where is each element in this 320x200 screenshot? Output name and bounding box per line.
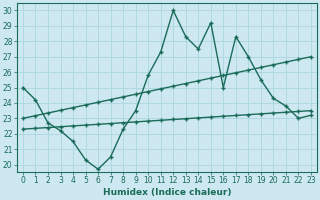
X-axis label: Humidex (Indice chaleur): Humidex (Indice chaleur): [103, 188, 231, 197]
